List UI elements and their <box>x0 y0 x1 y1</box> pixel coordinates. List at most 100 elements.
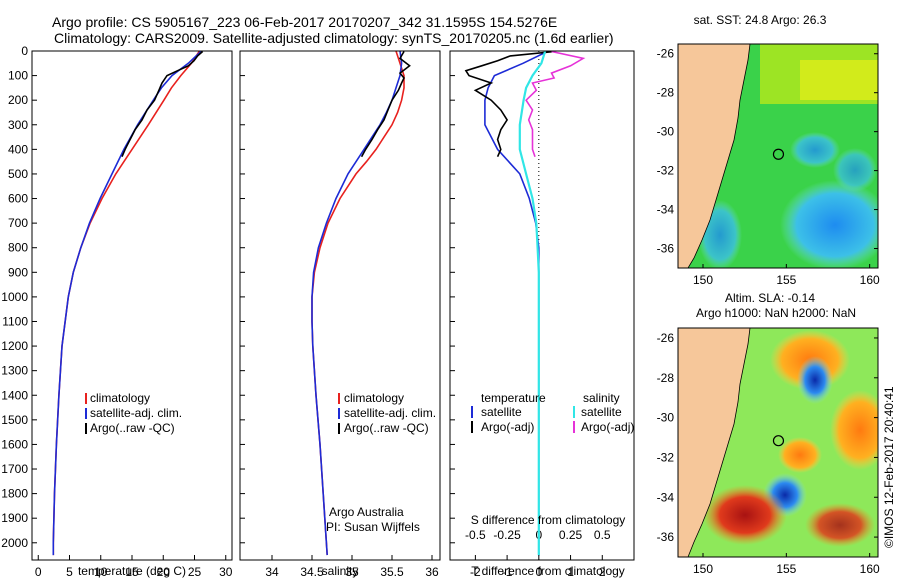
x2-tick-label: 0.5 <box>594 528 611 542</box>
sst-map-field <box>678 44 878 268</box>
legend-label-s-argo: Argo(-adj) <box>581 420 634 434</box>
sla-map-subtitle: Argo h1000: NaN h2000: NaN <box>696 306 856 320</box>
y-tick-label: 1700 <box>1 462 28 476</box>
sla-low <box>797 356 833 404</box>
sla-high <box>805 503 875 547</box>
x-tick-label: 34.5 <box>300 565 324 579</box>
sst-land <box>678 44 751 268</box>
y-tick-label: 1900 <box>1 511 28 525</box>
series-line-temperature-argo-adj- <box>464 51 555 158</box>
sst-map-title: sat. SST: 24.8 Argo: 26.3 <box>694 13 827 27</box>
y-tick-label: 600 <box>8 192 28 206</box>
y-tick-label: -26 <box>657 331 675 345</box>
y-tick-label: 500 <box>8 167 28 181</box>
y-tick-label: 1100 <box>2 314 28 328</box>
sla-high <box>703 485 787 545</box>
temperature-axes: 0100200300400500600700800900100011001200… <box>1 44 232 579</box>
series-line-salinity-argo-adj- <box>525 51 586 157</box>
sla-high <box>778 437 822 473</box>
y-tick-label: -36 <box>657 530 675 544</box>
legend-label-satellite: satellite-adj. clim. <box>344 406 436 420</box>
y-tick-label: 300 <box>8 118 28 132</box>
sst-cool-south <box>780 180 878 268</box>
x2-tick-label: -0.25 <box>493 528 521 542</box>
x-tick-label: 160 <box>860 273 880 287</box>
y-tick-label: 2000 <box>1 536 28 550</box>
y-tick-label: 1500 <box>1 413 28 427</box>
salinity-axes: 34 34.5 35 35.5 36 <box>240 50 439 579</box>
y-tick-label: 400 <box>8 142 28 156</box>
y-tick-label: -32 <box>657 164 675 178</box>
y-tick-label: 1300 <box>1 364 28 378</box>
y-tick-label: -34 <box>657 490 675 504</box>
salinity-legend: climatology satellite-adj. clim. Argo(..… <box>338 391 436 435</box>
sla-map: Altim. SLA: -0.14 Argo h1000: NaN h2000:… <box>657 291 880 576</box>
argo-position-marker <box>772 148 785 160</box>
figure-title-line1: Argo profile: CS 5905167_223 06-Feb-2017… <box>52 14 557 30</box>
sst-cool-eddy <box>833 148 877 192</box>
y-tick-label: 1000 <box>1 290 28 304</box>
x-tick-label: 155 <box>776 562 796 576</box>
salinity-frame <box>239 50 441 561</box>
y-tick-label: -28 <box>657 86 675 100</box>
y-tick-label: -30 <box>657 125 675 139</box>
pi-label: PI: Susan Wijffels <box>326 520 420 534</box>
y-tick-label: 200 <box>8 93 28 107</box>
sst-map-axes: 150 155 160 -26 -28 -30 -32 -34 -36 <box>657 47 880 287</box>
sla-map-field <box>678 328 878 557</box>
y-tick-label: 800 <box>8 241 28 255</box>
salinity-series <box>311 51 411 556</box>
x-tick-label: 155 <box>776 273 796 287</box>
legend-label-argo: Argo(..raw -QC) <box>344 421 429 435</box>
x-tick-label: 34 <box>265 565 279 579</box>
sst-map-frame <box>677 43 879 269</box>
y-tick-label: 0 <box>21 44 28 58</box>
x-tick-label: 15 <box>125 565 139 579</box>
x-tick-label: -1 <box>502 565 513 579</box>
series-line-argo-raw-qc- <box>121 51 204 158</box>
salinity-panel: 34 34.5 35 35.5 36 salinity climatology sate… <box>239 50 441 579</box>
x-tick-label: 5 <box>66 565 73 579</box>
x-tick-label: -2 <box>470 565 481 579</box>
sla-high <box>830 390 878 470</box>
y-tick-label: 1400 <box>1 388 28 402</box>
series-line-satellite-adj-clim- <box>311 51 403 556</box>
legend-label-t-argo: Argo(-adj) <box>481 420 534 434</box>
y-tick-label: -32 <box>657 450 675 464</box>
x-tick-label: 150 <box>693 562 713 576</box>
y-tick-label: 1600 <box>1 437 28 451</box>
temperature-frame <box>31 50 233 561</box>
sst-map: sat. SST: 24.8 Argo: 26.3 150 155 160 -26 -2… <box>657 13 880 287</box>
temperature-series <box>52 51 204 556</box>
figure-title-line2: Climatology: CARS2009. Satellite-adjuste… <box>54 30 614 46</box>
sst-warm-patch <box>800 60 878 100</box>
x-tick-label: 10 <box>94 565 108 579</box>
temperature-legend: climatology satellite-adj. clim. Argo(..… <box>85 391 182 435</box>
y-tick-label: 1200 <box>1 339 28 353</box>
salinity-xlabel: salinity <box>322 564 359 578</box>
x-tick-label: 35 <box>345 565 359 579</box>
y-tick-label: -26 <box>657 47 675 61</box>
argo-position-marker <box>772 435 785 447</box>
legend-heading-salinity: salinity <box>583 391 620 405</box>
temperature-xlabel: temperature (deg C) <box>78 564 186 578</box>
difference-frame <box>449 50 635 561</box>
temperature-panel: 0100200300400500600700800900100011001200… <box>1 44 232 579</box>
series-line-argo-raw-qc- <box>360 51 411 158</box>
series-line-salinity-satellite <box>518 51 547 556</box>
x-tick-label: 2 <box>599 565 606 579</box>
y-tick-label: -28 <box>657 371 675 385</box>
credit-label: Argo Australia <box>329 505 404 519</box>
legend-heading-temperature: temperature <box>481 391 546 405</box>
y-tick-label: 900 <box>8 265 28 279</box>
legend-label-t-satellite: satellite <box>481 405 522 419</box>
x2-tick-label: 0.25 <box>559 528 583 542</box>
x-tick-label: 25 <box>188 565 202 579</box>
legend-label-climatology: climatology <box>90 391 150 405</box>
legend-label-s-satellite: satellite <box>581 405 622 419</box>
sla-land <box>678 328 751 557</box>
difference-legend: temperature satellite Argo(-adj) salinit… <box>471 391 634 434</box>
x-tick-label: 20 <box>157 565 171 579</box>
